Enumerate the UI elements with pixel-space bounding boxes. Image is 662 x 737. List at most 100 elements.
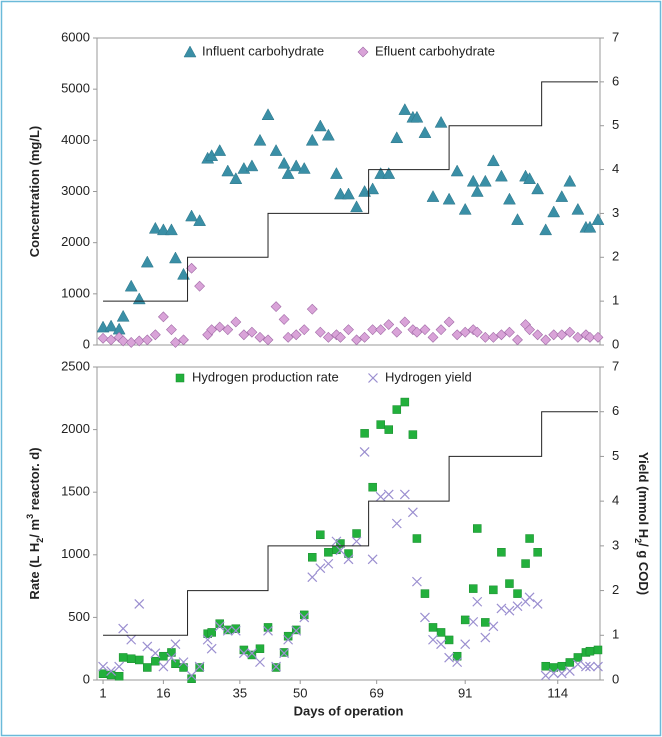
cross-marker: [335, 545, 346, 556]
cross-marker: [585, 661, 595, 672]
diamond-marker: [170, 337, 181, 348]
diamond-marker: [206, 324, 218, 336]
triangle-marker: [466, 174, 480, 187]
square-marker: [392, 405, 402, 414]
cross-marker: [480, 632, 491, 643]
diamond-marker: [117, 335, 129, 347]
x-tick-label: 35: [233, 685, 247, 700]
cross-marker: [186, 670, 197, 681]
square-marker: [118, 653, 128, 662]
diamond-marker: [282, 331, 294, 343]
cross-marker: [496, 603, 507, 614]
diamond-marker: [487, 331, 499, 343]
cross-marker: [367, 554, 378, 565]
cross-marker: [279, 648, 290, 659]
axis-label: Yield (mmol H2/ g COD): [633, 452, 651, 595]
x-tick-label: 114: [547, 685, 568, 700]
square-marker: [420, 589, 430, 598]
diamond-marker: [141, 334, 153, 346]
cross-marker: [170, 639, 181, 650]
square-marker: [452, 651, 462, 661]
triangle-marker: [297, 161, 311, 174]
square-marker: [400, 397, 410, 407]
triangle-marker: [289, 159, 303, 172]
square-marker: [460, 615, 470, 625]
square-marker: [436, 628, 446, 637]
cross-marker: [428, 634, 438, 645]
diamond-marker: [367, 324, 379, 336]
diamond-marker: [105, 334, 117, 346]
axis-label: Concentration (mg/L): [27, 126, 42, 257]
cross-marker: [504, 605, 515, 616]
square-marker: [143, 663, 152, 672]
diamond-marker: [540, 334, 552, 346]
square-marker: [368, 482, 377, 492]
cross-marker: [194, 661, 205, 672]
cross-marker: [548, 668, 559, 679]
square-marker: [505, 579, 514, 588]
cross-marker: [383, 489, 394, 500]
triangle-marker: [442, 192, 456, 205]
y-tick-label: 0: [83, 671, 90, 686]
square-marker: [444, 635, 454, 645]
cross-marker: [460, 639, 471, 650]
square-marker: [159, 651, 168, 661]
cross-marker: [580, 661, 591, 672]
triangle-marker: [116, 309, 130, 322]
diamond-marker: [97, 332, 109, 344]
x-tick-label: 50: [293, 685, 307, 700]
cross-marker: [150, 648, 161, 659]
diamond-marker: [335, 331, 346, 343]
diamond-marker: [314, 326, 326, 338]
triangle-marker: [253, 133, 267, 146]
triangle-marker: [350, 200, 363, 213]
y-tick-label: 1000: [61, 546, 90, 561]
cross-marker: [331, 536, 342, 547]
x-tick-label: 16: [156, 685, 170, 700]
triangle-marker: [313, 119, 327, 132]
triangle-marker: [410, 110, 424, 123]
triangle-marker: [221, 164, 235, 177]
square-marker: [376, 420, 385, 429]
square-marker: [533, 548, 542, 557]
triangle-marker: [458, 202, 472, 215]
y-tick-label: 5000: [61, 81, 90, 96]
diamond-marker: [524, 324, 536, 336]
triangle-marker: [261, 108, 275, 120]
label-part: Yield (mmol H: [636, 452, 651, 538]
square-marker: [299, 610, 309, 620]
square-marker: [195, 663, 204, 672]
diamond-marker: [584, 331, 596, 343]
triangle-marker: [450, 164, 464, 177]
cross-marker: [343, 554, 354, 565]
square-marker: [316, 530, 325, 540]
diamond-marker: [262, 334, 274, 346]
cross-marker: [291, 625, 302, 636]
y2-tick-label: 4: [612, 161, 619, 176]
diamond-marker: [419, 324, 431, 336]
diamond-marker: [238, 329, 250, 341]
diamond-marker: [495, 329, 507, 341]
diamond-marker: [427, 331, 439, 343]
cross-marker: [564, 666, 575, 676]
triangle-marker: [511, 213, 524, 225]
cross-marker: [214, 621, 225, 632]
square-marker: [255, 644, 265, 653]
cross-marker: [315, 563, 326, 574]
square-marker: [175, 373, 185, 383]
cross-marker: [368, 373, 378, 383]
square-marker: [428, 623, 438, 632]
diamond-marker: [149, 329, 161, 341]
cross-marker: [512, 601, 523, 612]
diamond-marker: [254, 331, 266, 343]
triangle-marker: [555, 190, 569, 202]
triangle-marker: [486, 154, 500, 167]
y2-tick-label: 7: [612, 29, 619, 44]
label-part: reactor. d): [27, 447, 42, 513]
triangle-marker: [531, 182, 545, 195]
y-tick-label: 6000: [61, 29, 90, 44]
cross-marker: [407, 507, 418, 518]
label-part: Rate (L H: [27, 543, 42, 600]
square-marker: [412, 534, 422, 543]
